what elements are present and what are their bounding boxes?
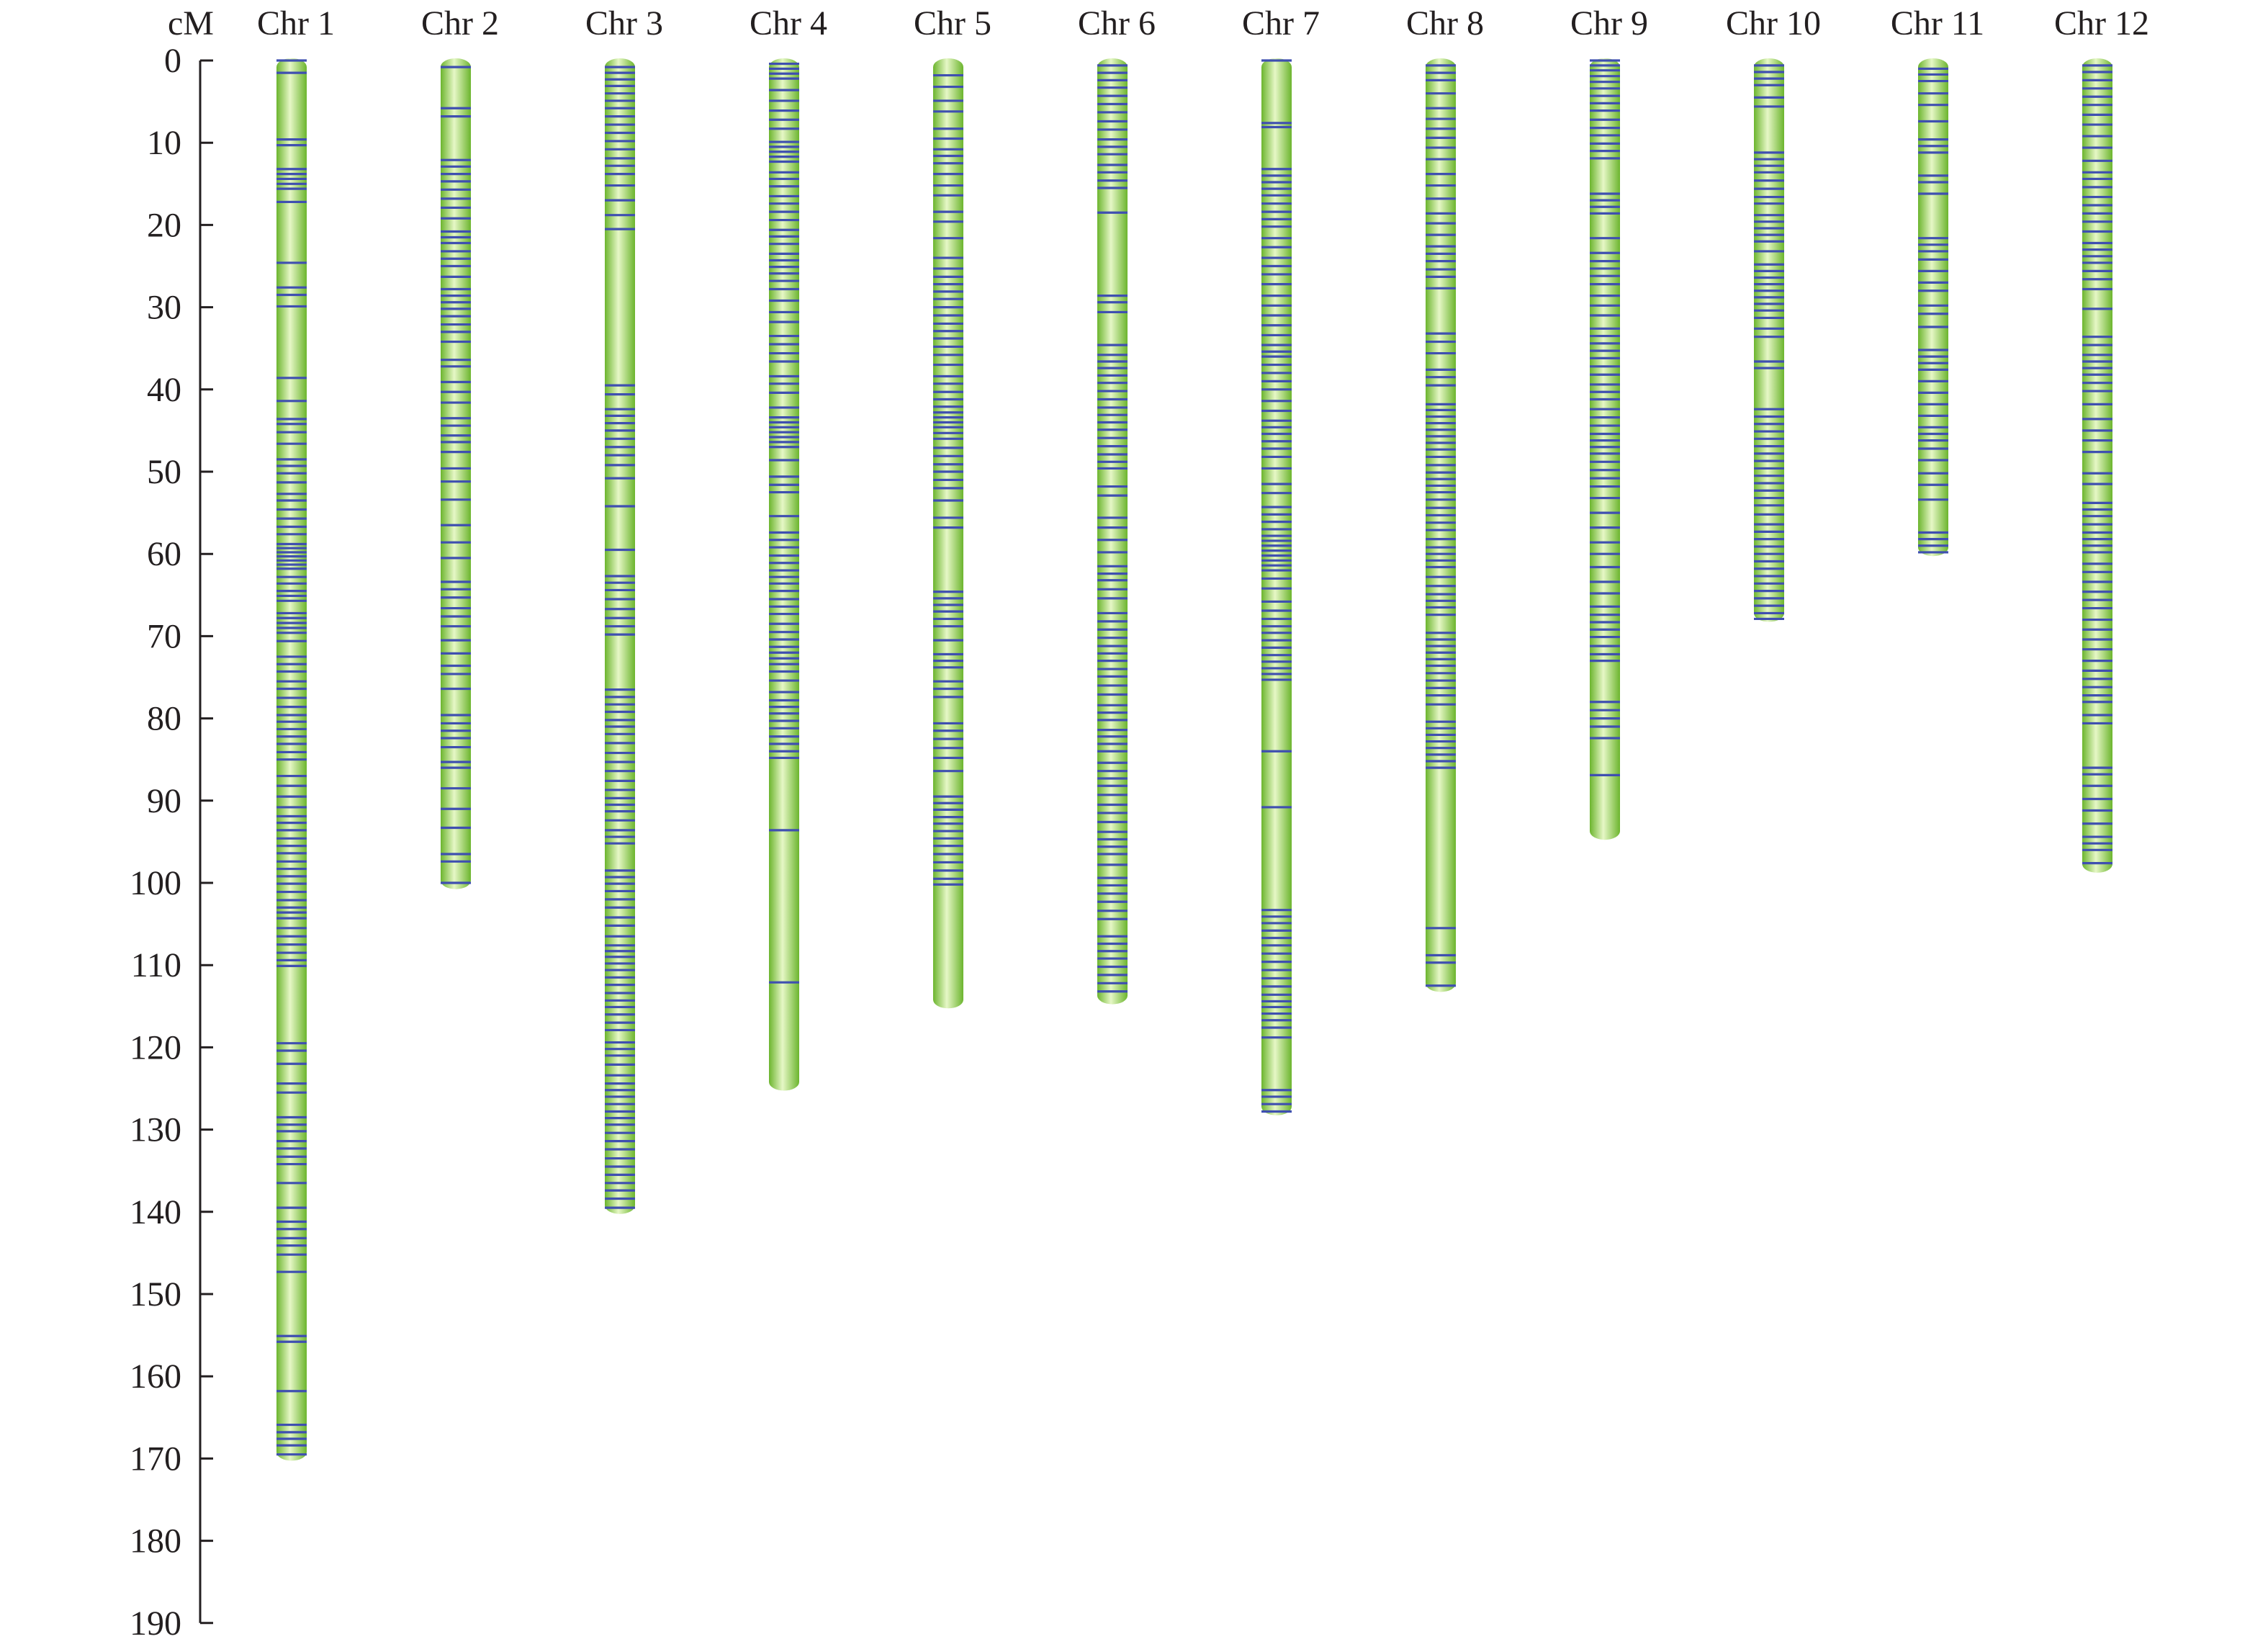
chromosome: Chr 10 [1726,4,1821,622]
chromosome-bar [2082,58,2112,873]
chromosome: Chr 12 [2054,4,2149,873]
chromosome-label: Chr 7 [1242,4,1320,42]
axis-tick-label: 140 [130,1193,181,1231]
chromosome-label: Chr 4 [750,4,827,42]
chromosome-bar [1918,58,1948,557]
chromosome-label: Chr 1 [257,4,335,42]
chromosome: Chr 9 [1570,4,1648,840]
axis-tick-label: 190 [130,1604,181,1639]
chromosome: Chr 7 [1242,4,1320,1115]
chromosome: Chr 6 [1078,4,1156,1005]
chromosome-bar [1426,58,1456,992]
chromosome-label: Chr 2 [421,4,499,42]
axis-tick-label: 30 [147,289,181,327]
axis-tick-label: 110 [131,946,181,984]
chromosome-bar [1261,58,1292,1115]
chromosome-label: Chr 8 [1406,4,1484,42]
axis-tick-label: 20 [147,206,181,244]
axis-tick-label: 50 [147,453,181,491]
axis-tick-label: 170 [130,1440,181,1478]
axis-tick-label: 90 [147,782,181,820]
chromosome: Chr 8 [1406,4,1484,992]
axis-tick-label: 70 [147,617,181,655]
chromosome-label: Chr 6 [1078,4,1156,42]
chromosome: Chr 3 [585,4,663,1214]
axis-tick-label: 160 [130,1357,181,1396]
chromosome-label: Chr 9 [1570,4,1648,42]
chromosome-bar [1097,58,1128,1005]
chromosome-label: Chr 11 [1891,4,1984,42]
chromosome-label: Chr 12 [2054,4,2149,42]
axis-tick-label: 130 [130,1111,181,1149]
axis-tick-label: 40 [147,371,181,409]
axis-unit-label: cM [168,4,214,42]
chromosome-bar [441,58,471,889]
chromosomes: Chr 1 Chr 2 Chr 3 Chr 4 Chr 5 Chr 6 Chr 7 Chr 8… [257,4,2149,1461]
axis-tick-label: 60 [147,535,181,573]
chromosome: Chr 5 [914,4,991,1009]
axis-tick-label: 150 [130,1275,181,1314]
chromosome: Chr 11 [1891,4,1984,557]
axis-tick-label: 10 [147,124,181,162]
chromosome-label: Chr 10 [1726,4,1821,42]
axis-tick-label: 80 [147,700,181,738]
chromosome-bar [1590,58,1620,840]
chromosome: Chr 4 [750,4,827,1091]
chromosome: Chr 1 [257,4,335,1461]
axis-tick-label: 120 [130,1028,181,1067]
chromosome-label: Chr 5 [914,4,991,42]
chromosome-bar [933,58,963,1009]
chromosome-bar [605,58,635,1214]
axis-tick-label: 180 [130,1522,181,1561]
chromosome: Chr 2 [421,4,499,889]
chromosome-bar [769,58,799,1091]
chromosome-label: Chr 3 [585,4,663,42]
axis-tick-label: 100 [130,864,181,902]
axis-tick-label: 0 [164,42,181,80]
cm-axis: cM 0 10 20 30 40 50 60 70 80 90 100 110 120 130 140 150… [130,4,214,1639]
chromosome-bar [1754,58,1784,622]
